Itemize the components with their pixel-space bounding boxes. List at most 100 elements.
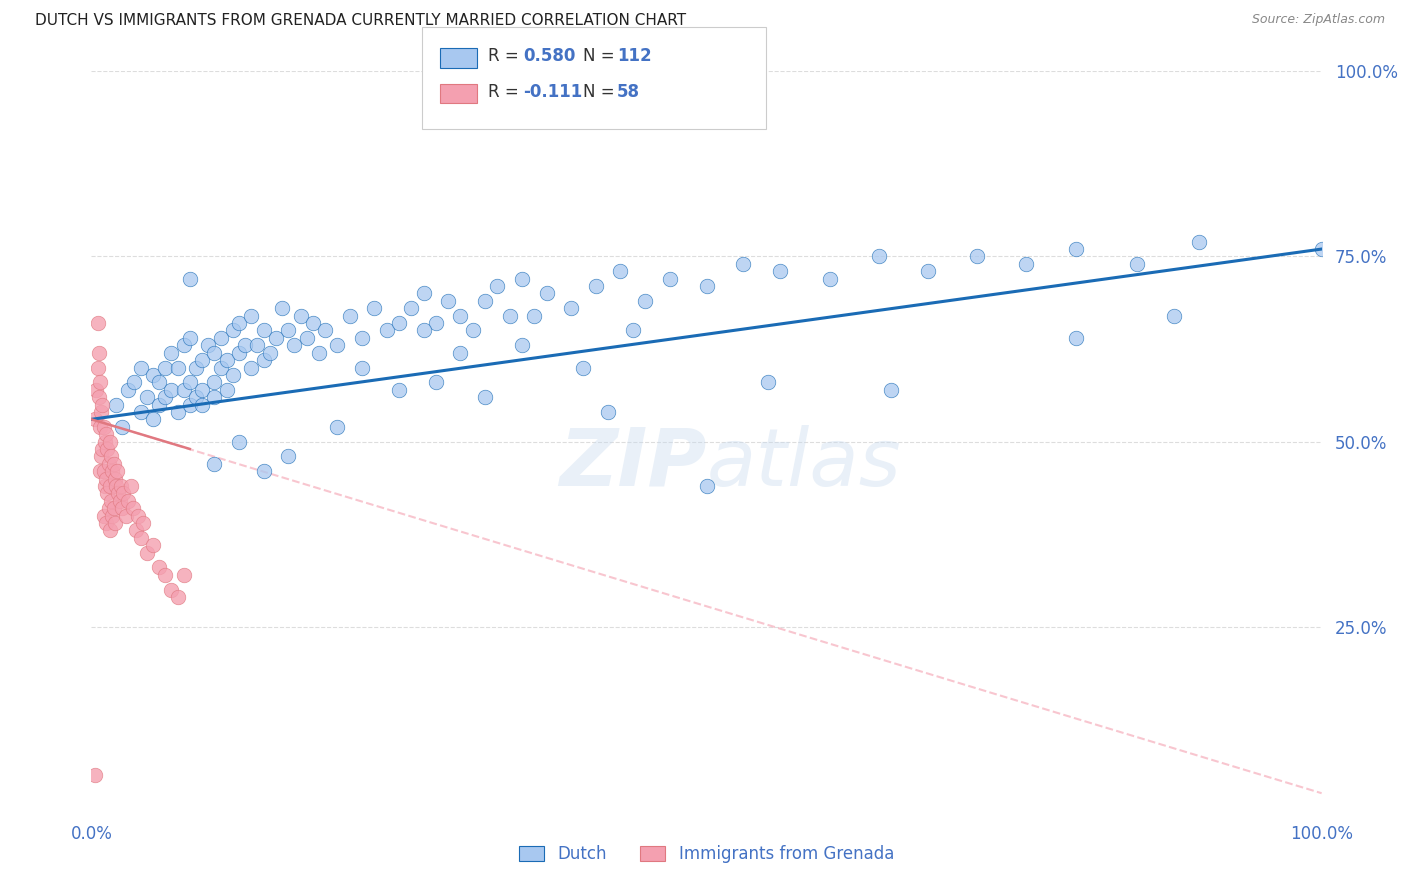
Point [105,397,127,411]
Point [818,271,841,285]
Point [191,383,214,397]
Point [572,360,595,375]
Point [461,324,484,338]
Point [173,383,195,397]
Point [523,309,546,323]
Point [609,264,631,278]
Point [277,450,299,464]
Point [197,338,219,352]
Point [124,376,146,390]
Point [412,286,434,301]
Point [96,442,118,456]
Point [222,368,245,382]
Point [264,331,287,345]
Point [695,479,717,493]
Point [97,501,120,516]
Point [179,376,201,390]
Point [202,390,225,404]
Point [295,331,318,345]
Point [107,486,129,500]
Point [695,279,717,293]
Point [100,450,122,464]
Point [111,501,134,516]
Point [142,368,165,382]
Point [1187,235,1209,249]
Point [84,767,107,781]
Point [129,360,152,375]
Point [233,338,256,352]
Point [756,376,779,390]
Point [87,390,110,404]
Point [202,376,225,390]
Point [184,360,207,375]
Point [437,293,460,308]
Point [246,338,269,352]
Point [153,390,177,404]
Point [240,360,263,375]
Point [117,493,139,508]
Point [240,309,263,323]
Point [228,316,250,330]
Point [733,257,755,271]
Point [202,345,225,359]
Point [153,360,177,375]
Point [352,360,374,375]
Point [314,324,336,338]
Point [96,486,118,500]
Point [153,567,177,582]
Point [191,353,214,368]
Point [1310,242,1333,256]
Point [486,279,509,293]
Text: Source: ZipAtlas.com: Source: ZipAtlas.com [1251,13,1385,27]
Point [202,457,225,471]
Point [98,434,121,449]
Point [103,501,125,516]
Point [209,331,232,345]
Point [104,516,127,530]
Point [228,345,250,359]
Point [388,383,411,397]
Point [105,479,127,493]
Point [94,434,117,449]
Text: DUTCH VS IMMIGRANTS FROM GRENADA CURRENTLY MARRIED CORRELATION CHART: DUTCH VS IMMIGRANTS FROM GRENADA CURRENT… [35,13,686,29]
Point [658,271,681,285]
Point [93,508,115,523]
Point [253,464,276,478]
Point [510,338,533,352]
Point [510,271,533,285]
Text: 112: 112 [617,47,652,65]
Point [880,383,903,397]
Legend: Dutch, Immigrants from Grenada: Dutch, Immigrants from Grenada [512,838,901,870]
Point [89,419,111,434]
Point [135,390,157,404]
Point [375,324,398,338]
Point [474,293,496,308]
Point [129,405,152,419]
Point [98,524,121,538]
Point [96,427,117,442]
Point [86,316,108,330]
Point [253,324,276,338]
Point [585,279,607,293]
Text: R =: R = [488,83,524,101]
Point [449,309,471,323]
Point [129,531,152,545]
Point [112,486,135,500]
Point [1126,257,1149,271]
Point [84,412,107,426]
Point [769,264,792,278]
Point [1064,331,1087,345]
Point [425,376,447,390]
Point [290,309,312,323]
Point [96,516,117,530]
Text: N =: N = [583,47,620,65]
Point [86,383,108,397]
Point [135,546,157,560]
Point [91,397,114,411]
Point [425,316,447,330]
Point [308,345,330,359]
Point [166,590,188,604]
Point [166,405,188,419]
Point [90,405,112,419]
Point [105,464,128,478]
